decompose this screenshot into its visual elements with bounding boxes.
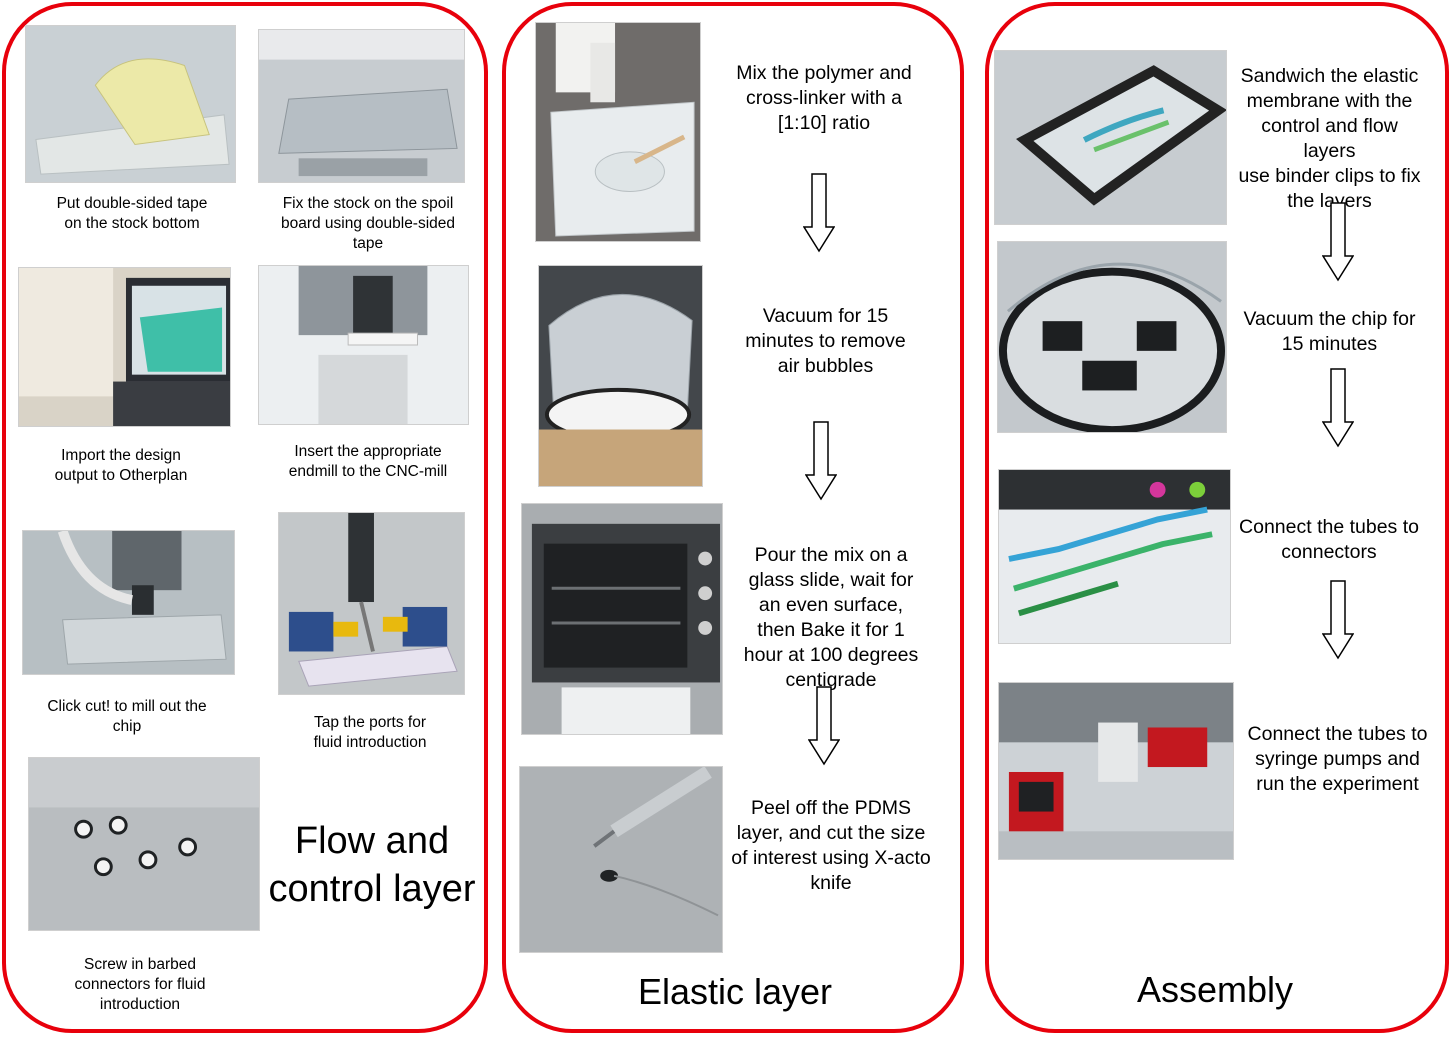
vacuum-chamber-photo [538, 265, 703, 487]
chip-vacuum-photo [997, 241, 1227, 433]
elastic-layer-title: Elastic layer [637, 971, 833, 1012]
step-text: Peel off the PDMS layer, and cut the siz… [731, 797, 931, 894]
tapping-ports-photo [278, 512, 465, 695]
elastic-layer-panel [502, 2, 964, 1033]
step-caption: Put double-sided tape on the stock botto… [56, 195, 208, 232]
assembly-panel [985, 2, 1449, 1033]
step-caption: Fix the stock on the spoil board using d… [280, 195, 456, 252]
binder-clips-photo [994, 50, 1227, 225]
step-caption: Tap the ports for fluid introduction [313, 714, 427, 751]
step-text: Mix the polymer and cross-linker with a … [736, 62, 912, 134]
step-text: Vacuum the chip for 15 minutes [1243, 308, 1416, 355]
oven-photo [521, 503, 723, 735]
step-text: Connect the tubes to syringe pumps and r… [1247, 723, 1428, 795]
laptop-otherplan-photo [18, 267, 231, 427]
flow-control-title: Flow and control layer [268, 820, 476, 910]
tape-on-stock-photo [25, 25, 236, 183]
step-text: Sandwich the elastic membrane with the c… [1238, 65, 1421, 212]
step-caption: Click cut! to mill out the chip [47, 698, 207, 735]
endmill-photo [258, 265, 469, 425]
down-arrow-icon [808, 686, 840, 766]
polymer-mixing-photo [535, 22, 701, 242]
step-caption: Import the design output to Otherplan [54, 447, 188, 484]
step-caption: Screw in barbed connectors for fluid int… [74, 956, 206, 1013]
down-arrow-icon [805, 421, 837, 501]
step-text: Pour the mix on a glass slide, wait for … [743, 544, 919, 691]
down-arrow-icon [1322, 580, 1354, 660]
flow-control-panel [2, 2, 488, 1033]
step-text: Vacuum for 15 minutes to remove air bubb… [745, 305, 906, 377]
barbed-connectors-photo [28, 757, 260, 931]
tubes-connectors-photo [998, 469, 1231, 644]
step-text: Connect the tubes to connectors [1239, 516, 1419, 563]
milling-chip-photo [22, 530, 235, 675]
step-caption: Insert the appropriate endmill to the CN… [288, 443, 448, 480]
syringe-pumps-photo [998, 682, 1234, 860]
down-arrow-icon [1322, 202, 1354, 282]
down-arrow-icon [1322, 368, 1354, 448]
assembly-title: Assembly [1136, 969, 1294, 1010]
stock-on-spoilboard-photo [258, 29, 465, 183]
down-arrow-icon [803, 173, 835, 253]
xacto-knife-photo [519, 766, 723, 953]
